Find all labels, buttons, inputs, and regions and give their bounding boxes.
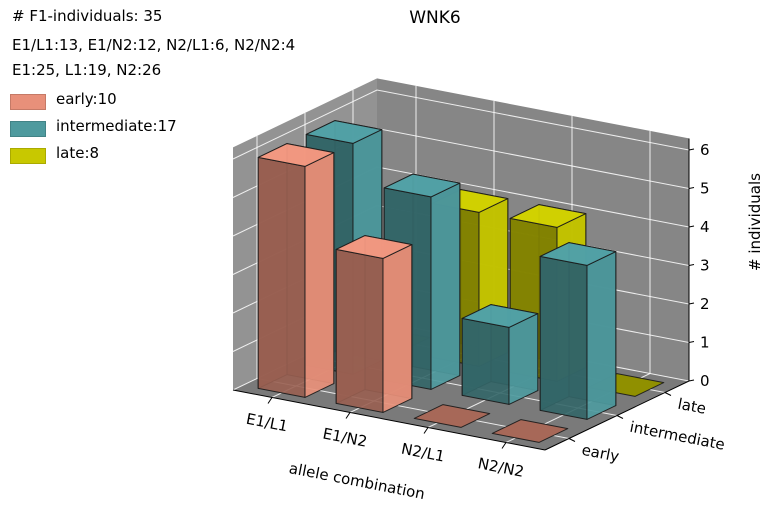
bar-top-face — [461, 304, 539, 328]
chart-title: WNK6 — [409, 8, 461, 28]
info-allele-counts: E1/L1:13, E1/N2:12, N2/L1:6, N2/N2:4 — [12, 36, 296, 54]
chart-bars — [257, 120, 665, 443]
bar-top-face — [539, 242, 617, 266]
bar-e1-l1-early — [257, 143, 335, 398]
y-tick — [616, 415, 624, 419]
bar-side-face — [586, 251, 617, 420]
y-tick — [568, 438, 576, 442]
x-axis-line — [232, 389, 546, 451]
bar-flat-face — [491, 419, 569, 443]
bar-front-face — [461, 317, 510, 405]
z-tick — [688, 148, 695, 151]
bar-side-face — [382, 244, 413, 413]
z-tick — [688, 379, 695, 382]
z-tick — [688, 225, 695, 228]
gridline-z — [232, 89, 690, 160]
x-tick — [423, 427, 429, 434]
bar-side-face — [304, 152, 335, 398]
z-tick-label: 3 — [700, 257, 710, 275]
legend-swatch-intermediate — [10, 121, 46, 137]
z-tick — [688, 341, 695, 343]
gridline-x — [505, 130, 651, 443]
bar-top-face — [335, 235, 413, 259]
bar-front-face — [539, 255, 588, 420]
y-tick — [664, 392, 672, 396]
y-tick-label: intermediate — [628, 418, 726, 454]
z-axis-label: # individuals — [746, 173, 764, 271]
x-tick — [501, 442, 507, 449]
z-tick-label: 0 — [700, 372, 710, 390]
bar-n2-l1-intermediate — [461, 304, 539, 405]
y-tick-label: early — [580, 441, 620, 466]
bar-e1-n2-early — [335, 235, 413, 413]
z-tick-label: 6 — [700, 141, 710, 159]
y-tick-label: late — [676, 395, 707, 418]
bar-n2-l1-early — [413, 404, 491, 428]
bar-top-face — [383, 173, 461, 198]
x-axis-label: allele combination — [287, 459, 426, 503]
z-tick-label: 1 — [700, 334, 710, 352]
bar-top-face — [257, 143, 335, 167]
x-tick — [267, 397, 273, 404]
x-tick-label: E1/L1 — [245, 410, 290, 436]
bar-n2-n2-early — [491, 419, 569, 443]
z-tick — [688, 187, 695, 189]
z-tick — [688, 302, 695, 305]
bar-top-face — [509, 204, 587, 228]
x-tick-label: N2/L1 — [400, 440, 446, 466]
legend-swatch-early — [10, 94, 46, 110]
legend-label-intermediate: intermediate:17 — [56, 117, 177, 135]
x-tick-label: N2/N2 — [476, 454, 525, 481]
bar-top-face — [305, 120, 383, 144]
bar-front-face — [257, 156, 306, 398]
bar-side-face — [430, 182, 461, 390]
info-individuals: # F1-individuals: 35 — [12, 7, 163, 25]
z-tick — [688, 264, 695, 266]
z-tick-label: 4 — [700, 218, 710, 236]
x-tick-label: E1/N2 — [321, 424, 368, 450]
legend-label-late: late:8 — [56, 144, 100, 162]
legend-swatch-late — [10, 148, 46, 164]
z-tick-label: 2 — [700, 295, 710, 313]
bar-flat-face — [413, 404, 491, 428]
bar-n2-n2-intermediate — [539, 242, 617, 420]
bar-front-face — [335, 248, 384, 413]
info-allele-totals: E1:25, L1:19, N2:26 — [12, 61, 162, 79]
z-tick-label: 5 — [700, 180, 710, 198]
legend-label-early: early:10 — [56, 90, 117, 108]
x-tick — [345, 412, 351, 419]
bar-side-face — [508, 313, 539, 405]
